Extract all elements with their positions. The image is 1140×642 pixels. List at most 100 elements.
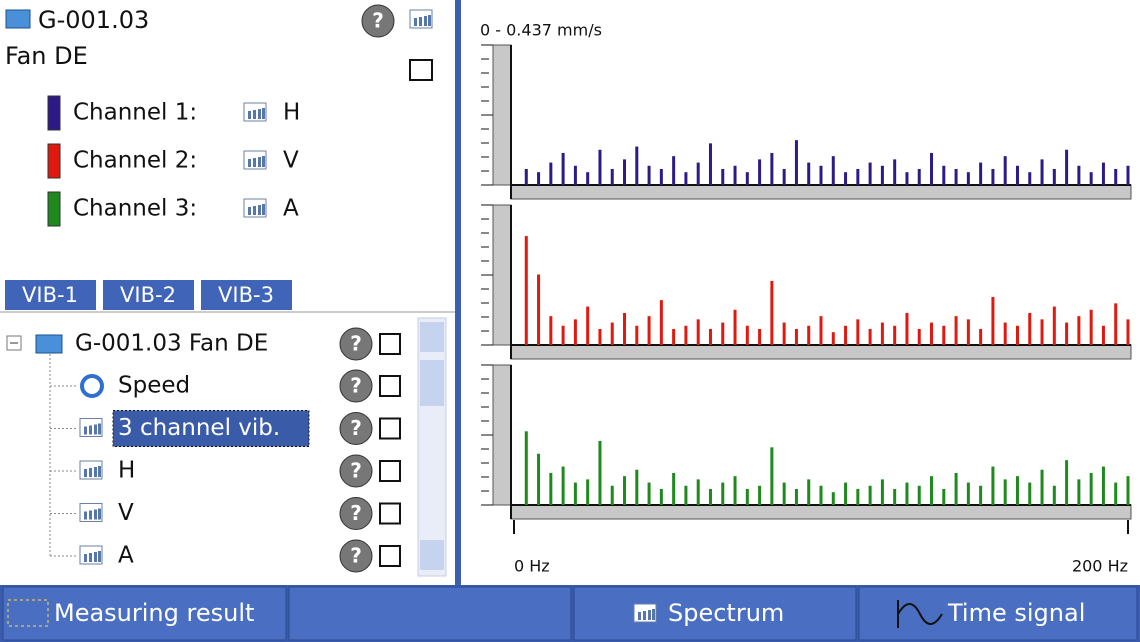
x-strip [510,504,1132,520]
help-button[interactable] [339,412,373,445]
channel-label: Channel 1: [73,100,197,126]
spectrum-bar [635,146,639,185]
spectrum-bar [561,152,565,185]
scroll-down[interactable] [420,540,444,570]
spectrum-bar [586,172,590,185]
help-button[interactable] [339,497,373,530]
checkbox[interactable] [379,333,401,355]
scroll-thumb[interactable] [420,360,444,406]
checkbox[interactable] [379,417,401,440]
x-tick-label: 0 Hz [514,557,550,576]
spectrum-bar [979,485,983,505]
tab[interactable] [5,280,96,310]
spectrum-bar [721,322,725,345]
help-button[interactable] [339,369,373,403]
spectrum-bar [1040,469,1044,505]
spectrum-bar [586,306,590,345]
help-icon: ? [350,332,362,356]
help-icon: ? [350,374,362,398]
spectrum-bar [647,482,651,505]
channel-axis: A [283,196,299,222]
help-button[interactable] [339,327,373,361]
spectrum-bar [844,482,848,505]
spectrum-bar [1003,479,1007,505]
help-button[interactable] [339,539,373,573]
spectrum-bar [733,309,737,345]
chart-icon-bar [262,108,265,119]
spectrum-bar [573,165,577,185]
chart-icon-bar [84,426,87,435]
chart-icon-bar [94,424,97,435]
spectrum-bar [807,162,811,185]
spectrum-bar [598,328,602,345]
spectrum-bar [1114,168,1118,185]
spectrum-bar [905,172,909,185]
spectrum-bar [917,168,921,185]
chart-icon-bar [638,612,641,620]
scale-label: 0 - 0.437 mm/s [480,21,602,40]
spectrum-bar [561,466,565,505]
checkbox[interactable] [379,502,401,525]
channel-color [47,95,61,131]
spectrum-bar [1065,149,1069,185]
help-button[interactable] [339,454,373,488]
spectrum-bar [819,485,823,505]
time-icon [897,600,943,628]
spectrum-bar [807,479,811,505]
toolbar-button[interactable] [2,586,287,641]
spectrum-bar [1065,460,1069,505]
checkbox[interactable] [379,375,401,397]
tab[interactable] [201,280,292,310]
tree-item[interactable]: 3 channel vib. [118,415,280,441]
spectrum-bar [659,300,663,345]
spectrum-bar [696,162,700,185]
spectrum-bar [1077,479,1081,505]
scrollbar[interactable] [417,317,447,577]
spectrum-bar [684,485,688,505]
spectrum-bar [549,472,553,505]
chart-icon-bar [258,109,261,119]
spectrum-bar [561,325,565,345]
spectrum-bar [745,325,749,345]
toolbar-button[interactable] [573,586,857,641]
chart-icon-bar [94,467,97,477]
scroll-up[interactable] [420,322,444,352]
checkbox[interactable] [379,460,401,482]
spectrum-bar [942,488,946,505]
spectrum-bar [1077,165,1081,185]
spectrum-bar [930,152,934,185]
help-icon: ? [350,416,362,440]
spectrum-bar [1126,319,1130,345]
toolbar-button[interactable] [288,586,572,641]
spectrum-bar [807,325,811,345]
spectrum-bar [966,482,970,505]
spectrum-bar [1089,472,1093,505]
spectrum-bar [623,476,627,505]
spectrum-bar [991,466,995,505]
tree-item[interactable]: Speed [118,373,190,399]
spectrum-bar [1040,319,1044,345]
tree-item[interactable]: V [118,500,134,526]
spectrum-bar [672,328,676,345]
checkbox[interactable] [409,59,433,81]
spectrum-bar [1114,303,1118,345]
spectrum-bar [1028,172,1032,185]
help-button[interactable] [361,4,395,38]
help-icon: ? [372,9,384,33]
spectrum-bar [610,168,614,185]
spectrum-bar [1114,482,1118,505]
channel-axis: V [283,148,299,174]
x-strip [510,344,1132,360]
reference-bar [492,364,512,506]
channel-color [47,191,61,227]
tab[interactable] [103,280,194,310]
checkbox[interactable] [379,545,401,567]
spectrum-bar [1052,306,1056,345]
spectrum-bar [733,476,737,505]
spectrum-bar [537,274,541,345]
tree-item[interactable]: H [118,458,135,484]
spectrum-bar [524,236,528,345]
toolbar-button[interactable] [858,586,1138,641]
tree-item[interactable]: A [118,543,134,569]
